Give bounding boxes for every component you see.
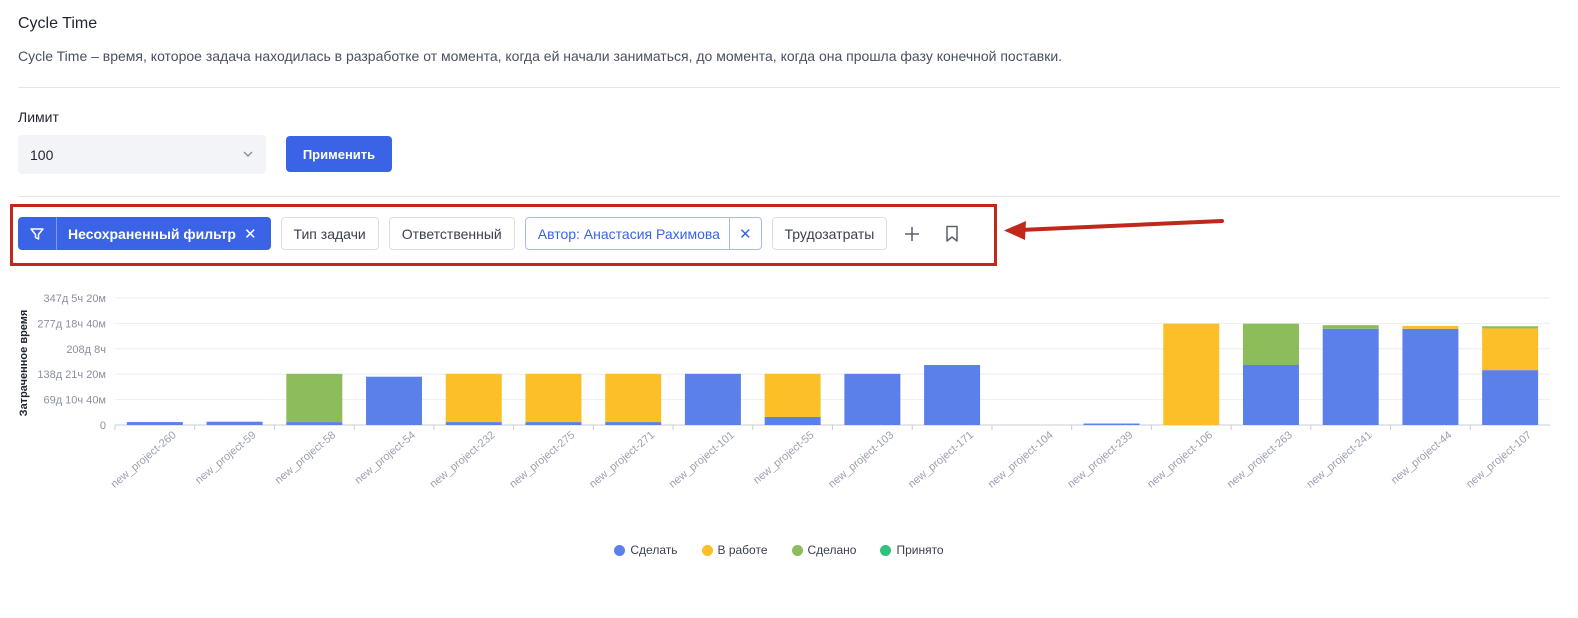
legend-item[interactable]: В работе <box>701 543 768 557</box>
unsaved-filter-label: Несохраненный фильтр <box>68 225 236 242</box>
x-tick-label: new_project-59 <box>193 429 258 487</box>
x-tick-label: new_project-106 <box>1145 429 1215 490</box>
filter-chip-author[interactable]: Автор: Анастасия Рахимова ✕ <box>524 217 762 250</box>
x-tick-layer: new_project-260 new_project-59 new_project… <box>109 425 1534 491</box>
limit-label: Лимит <box>18 109 59 125</box>
stacked-bar-chart: 0 69д 10ч 40м 138д 21ч 20м 208д 8ч 277д 18ч … <box>18 293 1550 491</box>
close-icon[interactable]: ✕ <box>738 225 752 243</box>
y-tick-label: 208д 8ч <box>66 344 106 356</box>
x-tick-label: new_project-232 <box>428 429 498 490</box>
divider <box>18 87 1560 88</box>
legend-label: В работе <box>717 543 768 557</box>
bar-segment[interactable] <box>1322 328 1379 425</box>
legend-label: Принято <box>896 543 944 557</box>
y-tick-label: 347д 5ч 20м <box>43 293 106 305</box>
x-tick-label: new_project-241 <box>1305 429 1375 490</box>
bar-segment[interactable] <box>445 422 502 425</box>
legend-label: Сделано <box>807 543 857 557</box>
bar-segment[interactable] <box>764 416 821 425</box>
legend-item[interactable]: Принято <box>880 543 944 557</box>
divider <box>18 196 1560 197</box>
x-tick-label: new_project-55 <box>751 429 816 487</box>
annotation-highlight-box <box>10 204 997 266</box>
apply-button[interactable]: Применить <box>286 136 392 172</box>
x-tick-label: new_project-271 <box>587 429 657 490</box>
bar-segment[interactable] <box>605 373 662 423</box>
bar-segment[interactable] <box>206 421 263 425</box>
page-description: Cycle Time – время, которое задача наход… <box>18 48 1063 64</box>
bar-segment[interactable] <box>1322 325 1379 329</box>
bookmark-icon[interactable] <box>937 217 967 250</box>
y-tick-label: 69д 10ч 40м <box>43 395 106 407</box>
plus-icon[interactable] <box>897 217 927 250</box>
limit-select[interactable]: 100 <box>18 135 266 174</box>
page-title: Cycle Time <box>18 15 98 32</box>
y-axis-label: Затраченное время <box>18 310 30 417</box>
limit-value: 100 <box>30 146 54 163</box>
bar-segment[interactable] <box>1482 370 1539 425</box>
filter-chip-task-type[interactable]: Тип задачи <box>280 217 379 250</box>
bar-segment[interactable] <box>366 376 423 425</box>
x-tick-label: new_project-171 <box>906 429 976 490</box>
bar-layer <box>126 323 1539 425</box>
y-tick-layer: 0 69д 10ч 40м 138д 21ч 20м 208д 8ч 277д 18ч … <box>37 293 106 432</box>
annotation-arrow <box>1004 219 1224 240</box>
bar-segment[interactable] <box>844 373 901 425</box>
x-tick-label: new_project-275 <box>507 429 577 490</box>
bar-segment[interactable] <box>286 422 343 425</box>
bar-segment[interactable] <box>1163 323 1220 425</box>
legend-dot <box>791 544 803 556</box>
x-tick-label: new_project-54 <box>353 429 418 487</box>
bar-segment[interactable] <box>764 373 821 417</box>
bar-segment[interactable] <box>1402 328 1459 425</box>
chevron-down-icon <box>243 151 253 158</box>
filter-icon[interactable] <box>18 217 57 250</box>
bar-segment[interactable] <box>605 422 662 425</box>
bar-segment[interactable] <box>1242 365 1299 425</box>
legend-item[interactable]: Сделать <box>614 543 678 557</box>
bar-segment[interactable] <box>684 373 741 425</box>
bar-segment[interactable] <box>286 373 343 423</box>
x-tick-label: new_project-44 <box>1389 429 1454 487</box>
close-icon[interactable]: ✕ <box>243 225 257 243</box>
y-tick-label: 277д 18ч 40м <box>37 318 106 330</box>
unsaved-filter-chip[interactable]: Несохраненный фильтр ✕ <box>18 217 271 250</box>
x-tick-label: new_project-263 <box>1225 429 1295 490</box>
x-tick-label: new_project-104 <box>986 429 1056 490</box>
filter-chip-effort[interactable]: Трудозатраты <box>771 217 888 250</box>
bar-segment[interactable] <box>1482 328 1539 371</box>
legend-dot <box>701 544 713 556</box>
legend-dot <box>880 544 892 556</box>
bar-segment[interactable] <box>126 422 183 425</box>
x-tick-label: new_project-101 <box>667 429 737 490</box>
bar-segment[interactable] <box>1482 326 1539 329</box>
bar-segment[interactable] <box>1083 423 1140 425</box>
legend-item[interactable]: Сделано <box>791 543 857 557</box>
bar-segment[interactable] <box>924 365 981 425</box>
author-filter-label: Автор: Анастасия Рахимова <box>526 218 730 249</box>
x-tick-label: new_project-239 <box>1065 429 1135 490</box>
bar-segment[interactable] <box>525 422 582 425</box>
x-tick-label: new_project-103 <box>826 429 896 490</box>
x-tick-label: new_project-58 <box>273 429 338 487</box>
legend-label: Сделать <box>630 543 678 557</box>
y-tick-label: 138д 21ч 20м <box>37 369 106 381</box>
x-tick-label: new_project-107 <box>1464 429 1534 490</box>
filter-chip-assignee[interactable]: Ответственный <box>388 217 515 250</box>
bar-segment[interactable] <box>445 373 502 423</box>
x-tick-label: new_project-260 <box>109 429 179 490</box>
y-tick-label: 0 <box>100 420 106 432</box>
filter-bar: Несохраненный фильтр ✕ Тип задачи Ответс… <box>18 217 967 250</box>
bar-segment[interactable] <box>1402 325 1459 329</box>
bar-segment[interactable] <box>1242 323 1299 366</box>
chart-legend: Сделать В работе Сделано Принято <box>0 543 1578 557</box>
bar-segment[interactable] <box>525 373 582 423</box>
legend-dot <box>614 544 626 556</box>
